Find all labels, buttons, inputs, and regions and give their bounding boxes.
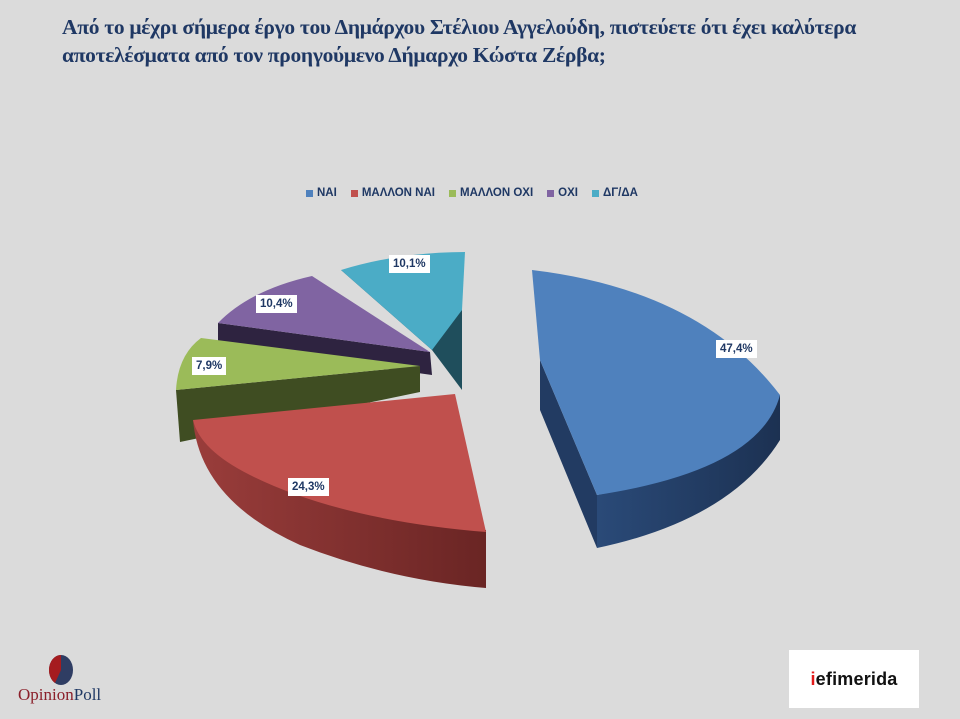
legend-swatch (591, 189, 599, 197)
data-label-mallon-nai: 24,3% (288, 478, 329, 496)
opinionpoll-logo-text: OpinionPoll (18, 685, 101, 705)
slice-dg-da (341, 252, 465, 390)
legend-item-mallon-nai: ΜΑΛΛΟΝ ΝΑΙ (350, 187, 435, 199)
legend-swatch (350, 189, 358, 197)
opinionpoll-text-b: Poll (73, 685, 102, 704)
slice-mallon-nai (193, 394, 486, 588)
legend-item-dg-da: ΔΓ/ΔΑ (591, 187, 638, 199)
legend-item-mallon-oxi: ΜΑΛΛΟΝ ΟΧΙ (448, 187, 534, 199)
legend-swatch (448, 189, 456, 197)
chart-legend: ΝΑΙ ΜΑΛΛΟΝ ΝΑΙ ΜΑΛΛΟΝ ΟΧΙ ΟΧΙ ΔΓ/ΔΑ (306, 187, 638, 199)
iefimerida-logo: i efimerida (789, 650, 919, 708)
slice-nai (532, 270, 780, 548)
data-label-oxi: 10,4% (256, 295, 297, 313)
legend-label: ΜΑΛΛΟΝ ΝΑΙ (361, 187, 435, 199)
legend-label: ΟΧΙ (558, 187, 578, 199)
iefimerida-text: efimerida (815, 668, 898, 689)
legend-label: ΝΑΙ (317, 187, 337, 199)
iefimerida-i: i (810, 668, 816, 689)
legend-swatch (306, 189, 313, 197)
data-label-dg-da: 10,1% (389, 255, 430, 273)
legend-label: ΔΓ/ΔΑ (602, 187, 638, 199)
chart-title: Από το μέχρι σήμερα έργο του Δημάρχου Στ… (62, 15, 857, 67)
opinionpoll-logo-icon (48, 655, 73, 685)
legend-swatch (547, 189, 555, 197)
legend-item-oxi: ΟΧΙ (547, 187, 578, 199)
legend-item-nai: ΝΑΙ (306, 187, 337, 199)
data-label-nai: 47,4% (716, 340, 757, 358)
data-label-mallon-oxi: 7,9% (192, 357, 227, 375)
legend-label: ΜΑΛΛΟΝ ΟΧΙ (459, 187, 534, 199)
opinionpoll-text-a: Opinion (18, 685, 74, 704)
